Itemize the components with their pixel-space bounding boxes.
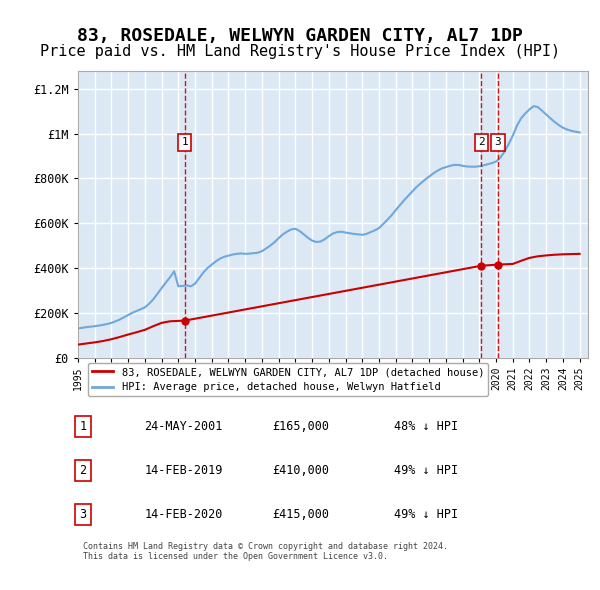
Text: £410,000: £410,000 <box>272 464 329 477</box>
Text: Price paid vs. HM Land Registry's House Price Index (HPI): Price paid vs. HM Land Registry's House … <box>40 44 560 59</box>
Text: £165,000: £165,000 <box>272 420 329 433</box>
Text: 3: 3 <box>80 508 86 522</box>
Text: 49% ↓ HPI: 49% ↓ HPI <box>394 464 458 477</box>
Text: 14-FEB-2019: 14-FEB-2019 <box>145 464 223 477</box>
Text: 3: 3 <box>494 137 502 148</box>
Text: 48% ↓ HPI: 48% ↓ HPI <box>394 420 458 433</box>
Text: 1: 1 <box>80 420 86 433</box>
Text: £415,000: £415,000 <box>272 508 329 522</box>
Text: 2: 2 <box>80 464 86 477</box>
Text: 49% ↓ HPI: 49% ↓ HPI <box>394 508 458 522</box>
Text: 14-FEB-2020: 14-FEB-2020 <box>145 508 223 522</box>
Text: 24-MAY-2001: 24-MAY-2001 <box>145 420 223 433</box>
Legend: 83, ROSEDALE, WELWYN GARDEN CITY, AL7 1DP (detached house), HPI: Average price, : 83, ROSEDALE, WELWYN GARDEN CITY, AL7 1D… <box>88 363 488 396</box>
Text: Contains HM Land Registry data © Crown copyright and database right 2024.
This d: Contains HM Land Registry data © Crown c… <box>83 542 448 561</box>
Text: 1: 1 <box>181 137 188 148</box>
Text: 2: 2 <box>478 137 485 148</box>
Text: 83, ROSEDALE, WELWYN GARDEN CITY, AL7 1DP: 83, ROSEDALE, WELWYN GARDEN CITY, AL7 1D… <box>77 27 523 45</box>
